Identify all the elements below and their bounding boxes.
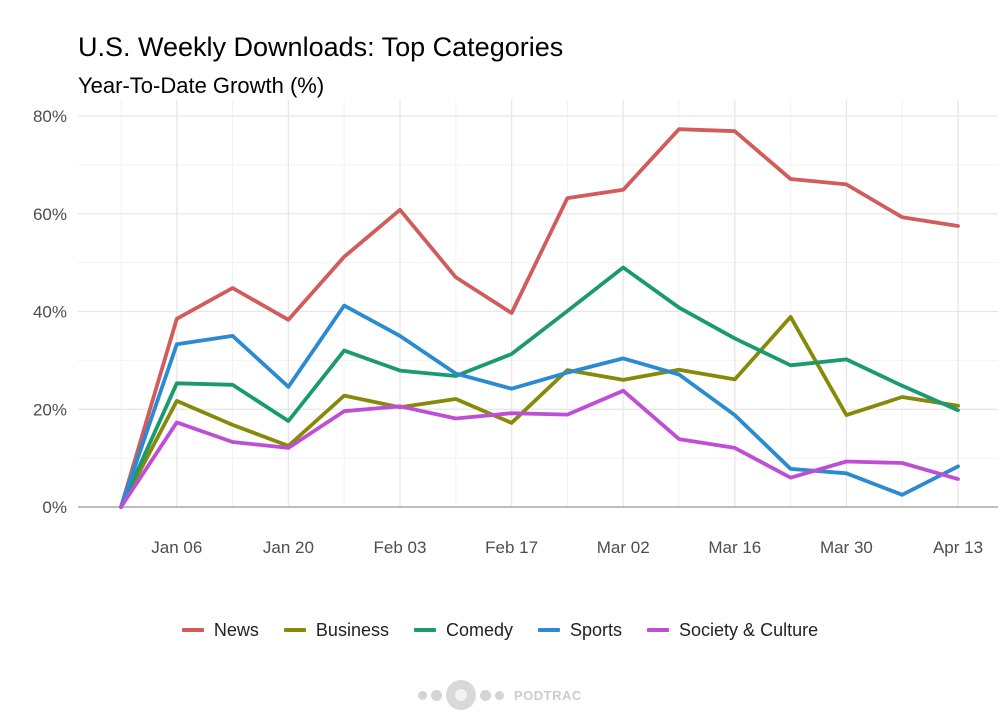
logo-circle-icon [446, 680, 476, 710]
logo-dot-icon [418, 690, 427, 700]
minor-gridlines [78, 100, 998, 507]
x-tick-label: Feb 03 [374, 538, 427, 557]
series-line-business [119, 314, 960, 509]
series-lines [119, 127, 960, 509]
x-tick-label: Mar 30 [820, 538, 873, 557]
legend-swatch [283, 628, 306, 632]
x-tick-label: Mar 02 [597, 538, 650, 557]
legend-label: News [213, 619, 259, 640]
series-line-comedy [119, 265, 960, 509]
y-tick-label: 0% [42, 498, 67, 517]
legend-label: Society & Culture [679, 619, 819, 640]
chart-title: U.S. Weekly Downloads: Top Categories [78, 32, 564, 62]
podtrac-logo: PODTRAC [418, 680, 582, 710]
series-line-society-culture [119, 388, 960, 509]
x-tick-label: Jan 06 [151, 538, 202, 557]
y-tick-label: 40% [33, 303, 67, 322]
legend-label: Sports [570, 619, 623, 640]
legend: News Business Comedy Sports Society & Cultur… [0, 616, 1000, 644]
legend-item: Comedy [413, 619, 513, 641]
logo-dot-icon [495, 690, 504, 700]
series-line-sports [119, 303, 960, 509]
y-tick-label: 20% [33, 400, 67, 419]
legend-label: Comedy [445, 619, 513, 640]
x-tick-label: Feb 17 [485, 538, 538, 557]
x-tick-label: Apr 13 [933, 538, 983, 557]
x-axis-tick-labels: Jan 06 Jan 20 Feb 03 Feb 17 Mar 02 Mar 16 Mar … [151, 538, 983, 557]
y-tick-label: 80% [33, 107, 67, 126]
legend-item: Business [283, 619, 389, 641]
major-gridlines [78, 100, 998, 507]
legend-item: Sports [538, 620, 622, 641]
legend-label: Business [315, 619, 389, 640]
logo-dot-icon [431, 689, 442, 701]
legend-swatch [538, 628, 560, 632]
y-axis-tick-labels: 0% 20% 40% 60% 80% [33, 107, 67, 517]
legend-swatch [647, 628, 670, 632]
logo-dot-icon [480, 689, 491, 701]
series-line-news [119, 127, 960, 509]
y-tick-label: 60% [33, 205, 67, 224]
legend-item: News [181, 619, 259, 641]
legend-item: Society & Culture [647, 620, 818, 641]
brand-name: PODTRAC [514, 687, 582, 703]
x-tick-label: Jan 20 [263, 538, 314, 557]
legend-swatch [413, 628, 436, 632]
legend-swatch [181, 628, 204, 632]
chart-subtitle: Year-To-Date Growth (%) [78, 73, 325, 98]
x-tick-label: Mar 16 [708, 538, 761, 557]
